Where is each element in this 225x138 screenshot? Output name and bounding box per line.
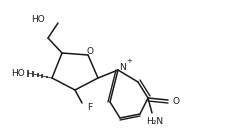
Text: H₂N: H₂N	[146, 117, 164, 127]
Text: HO: HO	[31, 15, 45, 25]
Text: HO: HO	[11, 70, 25, 79]
Text: +: +	[126, 58, 132, 64]
Text: O: O	[173, 98, 180, 107]
Text: N: N	[119, 63, 125, 72]
Text: O: O	[86, 47, 94, 55]
Text: F: F	[87, 104, 92, 112]
